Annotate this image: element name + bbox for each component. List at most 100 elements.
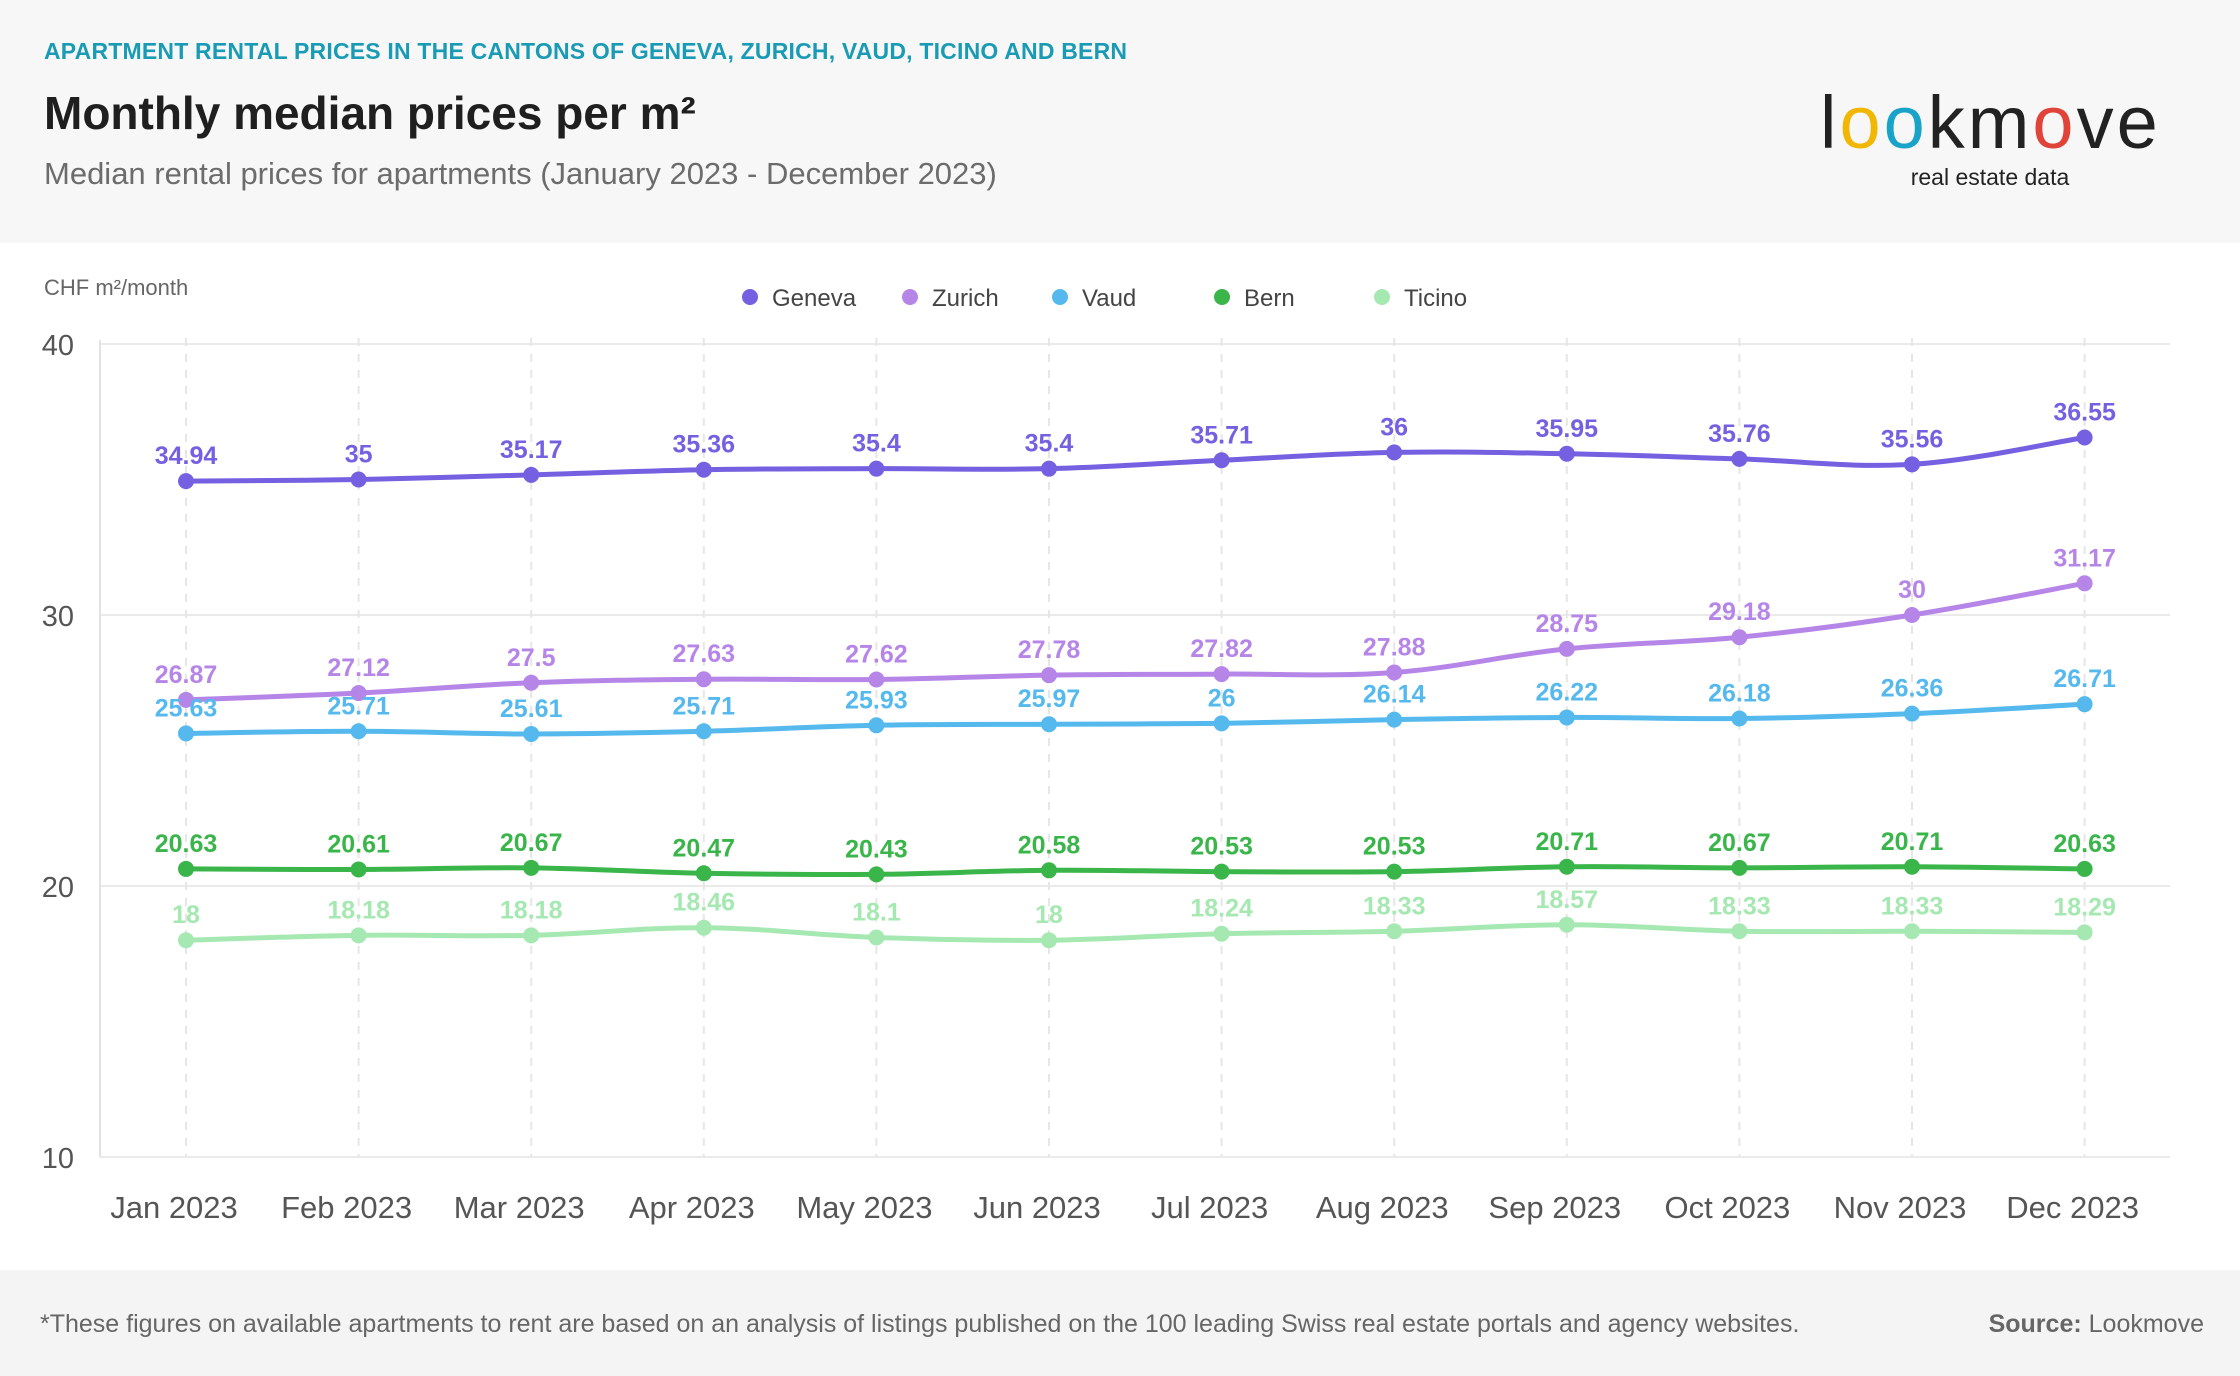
legend-item-zurich: Zurich bbox=[902, 285, 999, 312]
data-label-geneva: 35.95 bbox=[1536, 415, 1599, 443]
data-point-vaud bbox=[1386, 711, 1403, 728]
data-point-vaud bbox=[1731, 710, 1748, 727]
data-label-zurich: 31.17 bbox=[2053, 544, 2116, 572]
data-label-vaud: 26.71 bbox=[2053, 665, 2116, 693]
series-line-ticino bbox=[183, 922, 2088, 943]
legend-marker bbox=[742, 289, 758, 305]
data-point-ticino bbox=[523, 927, 540, 944]
data-point-bern bbox=[178, 860, 194, 877]
logo-letter: o bbox=[2032, 81, 2077, 164]
data-point-bern bbox=[1904, 858, 1920, 875]
data-point-vaud bbox=[2076, 696, 2093, 713]
data-label-zurich: 28.75 bbox=[1536, 610, 1599, 638]
data-label-bern: 20.61 bbox=[327, 830, 390, 858]
data-point-vaud bbox=[695, 723, 712, 740]
data-point-zurich bbox=[2076, 575, 2093, 592]
logo-wordmark: lookmove bbox=[1820, 86, 2160, 160]
legend-marker bbox=[902, 289, 918, 305]
logo-letter: k bbox=[1927, 81, 1968, 164]
data-point-bern bbox=[2076, 860, 2093, 877]
data-label-geneva: 35.17 bbox=[500, 436, 563, 464]
source-credit: Source: Lookmove bbox=[1989, 1310, 2204, 1339]
data-label-ticino: 18.18 bbox=[327, 896, 390, 924]
data-point-bern bbox=[1041, 862, 1057, 879]
data-label-bern: 20.67 bbox=[1708, 829, 1771, 857]
data-point-geneva bbox=[1731, 450, 1748, 467]
data-point-geneva bbox=[1213, 452, 1230, 469]
data-point-ticino bbox=[1041, 932, 1057, 949]
data-point-ticino bbox=[178, 932, 194, 949]
data-label-ticino: 18 bbox=[172, 901, 200, 929]
x-tick-label: Apr 2023 bbox=[629, 1190, 755, 1225]
page-kicker: APARTMENT RENTAL PRICES IN THE CANTONS O… bbox=[44, 38, 1128, 64]
data-label-geneva: 36.55 bbox=[2053, 398, 2116, 426]
data-label-zurich: 29.18 bbox=[1708, 598, 1771, 626]
data-label-zurich: 27.12 bbox=[327, 654, 390, 682]
data-point-geneva bbox=[868, 460, 885, 477]
data-label-bern: 20.63 bbox=[2053, 830, 2116, 858]
data-label-bern: 20.53 bbox=[1363, 833, 1426, 861]
data-point-zurich bbox=[523, 674, 540, 691]
data-label-zurich: 27.63 bbox=[673, 640, 736, 668]
y-tick-label: 40 bbox=[42, 330, 74, 362]
data-point-geneva bbox=[178, 473, 194, 490]
data-point-bern bbox=[868, 866, 885, 883]
x-tick-label: Jan 2023 bbox=[110, 1190, 238, 1225]
x-tick-label: May 2023 bbox=[796, 1190, 932, 1225]
data-point-bern bbox=[523, 859, 540, 876]
data-label-ticino: 18.57 bbox=[1536, 886, 1599, 914]
data-label-geneva: 35.56 bbox=[1881, 425, 1944, 453]
data-point-ticino bbox=[2076, 924, 2093, 941]
x-tick-label: Mar 2023 bbox=[454, 1190, 585, 1225]
footnote: *These figures on available apartments t… bbox=[40, 1310, 1800, 1338]
data-point-vaud bbox=[523, 725, 540, 742]
data-point-vaud bbox=[868, 717, 885, 734]
data-label-geneva: 35.4 bbox=[1025, 430, 1074, 458]
legend-label: Bern bbox=[1244, 285, 1295, 312]
data-label-ticino: 18 bbox=[1035, 901, 1063, 929]
data-label-vaud: 26.18 bbox=[1708, 680, 1771, 708]
data-label-bern: 20.53 bbox=[1190, 833, 1253, 861]
data-point-zurich bbox=[1904, 607, 1920, 623]
data-point-zurich bbox=[1386, 664, 1403, 681]
data-label-bern: 20.43 bbox=[845, 835, 908, 863]
data-label-ticino: 18.33 bbox=[1363, 892, 1426, 920]
data-point-vaud bbox=[1213, 715, 1230, 732]
data-label-bern: 20.67 bbox=[500, 829, 563, 857]
data-point-zurich bbox=[1558, 640, 1575, 657]
data-point-geneva bbox=[523, 466, 540, 483]
logo-letter: o bbox=[1883, 81, 1928, 164]
chart-area: 10 20 30 40 Jan 2023 Feb 2023 Mar 2023 Apr 2023… bbox=[0, 243, 2240, 1270]
data-label-vaud: 25.97 bbox=[1018, 685, 1081, 713]
data-point-bern bbox=[695, 865, 712, 882]
data-label-vaud: 25.93 bbox=[845, 686, 908, 714]
logo-letter: l bbox=[1820, 81, 1840, 164]
legend-label: Zurich bbox=[932, 285, 999, 312]
data-label-vaud: 26.14 bbox=[1363, 681, 1426, 709]
legend-label: Ticino bbox=[1404, 285, 1467, 312]
data-label-bern: 20.63 bbox=[155, 830, 218, 858]
y-axis-label: CHF m²/month bbox=[44, 275, 188, 300]
x-tick-label: Dec 2023 bbox=[2006, 1190, 2139, 1225]
logo-letter: o bbox=[1839, 81, 1884, 164]
data-label-vaud: 26 bbox=[1208, 684, 1236, 712]
data-point-bern bbox=[1731, 859, 1748, 876]
data-label-geneva: 34.94 bbox=[155, 442, 218, 470]
y-tick-label: 30 bbox=[42, 601, 74, 633]
data-label-geneva: 35.36 bbox=[673, 431, 736, 459]
y-tick-label: 10 bbox=[42, 1143, 74, 1175]
legend-item-vaud: Vaud bbox=[1052, 285, 1136, 312]
x-tick-label: Aug 2023 bbox=[1316, 1190, 1449, 1225]
data-label-geneva: 36 bbox=[1380, 413, 1408, 441]
data-label-ticino: 18.24 bbox=[1190, 895, 1253, 923]
data-point-zurich bbox=[1731, 629, 1748, 646]
data-point-zurich bbox=[178, 691, 194, 708]
data-point-ticino bbox=[1904, 923, 1920, 940]
data-point-ticino bbox=[1558, 916, 1575, 933]
series-line-bern bbox=[183, 864, 2088, 878]
data-label-bern: 20.71 bbox=[1881, 828, 1944, 856]
data-point-ticino bbox=[1731, 923, 1748, 940]
data-label-vaud: 25.61 bbox=[500, 695, 563, 723]
data-label-bern: 20.47 bbox=[673, 834, 736, 862]
data-label-bern: 20.71 bbox=[1536, 828, 1599, 856]
